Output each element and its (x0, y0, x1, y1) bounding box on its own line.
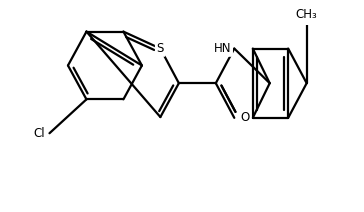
Text: S: S (157, 42, 164, 55)
Text: HN: HN (214, 42, 231, 55)
Text: O: O (241, 111, 250, 124)
Text: Cl: Cl (33, 127, 45, 140)
Text: CH₃: CH₃ (296, 8, 317, 21)
